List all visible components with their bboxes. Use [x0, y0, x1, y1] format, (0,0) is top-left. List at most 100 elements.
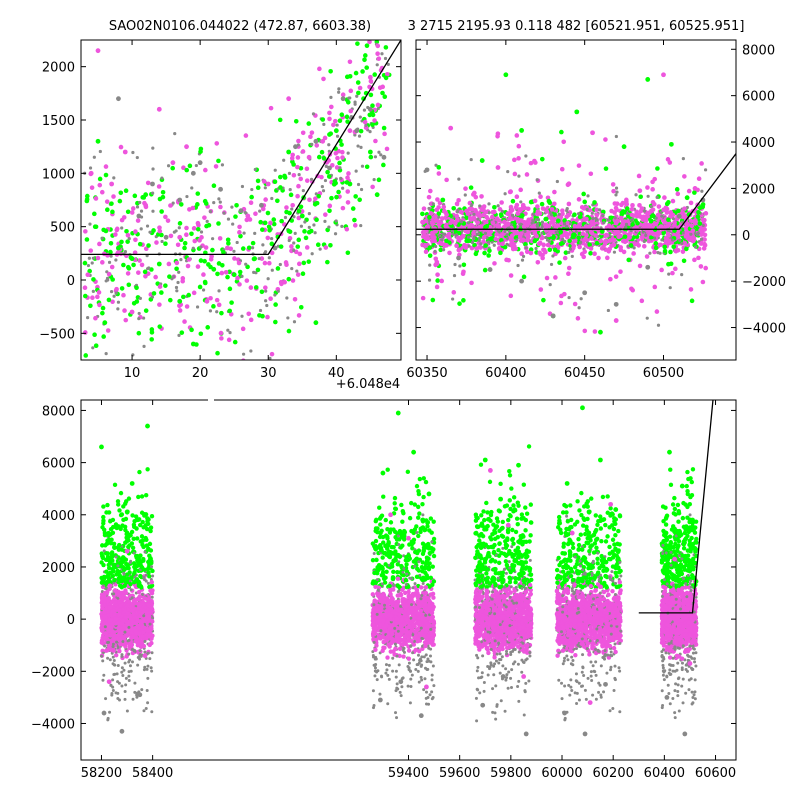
x-tick-label: 60500	[643, 366, 684, 381]
data-point-gray	[150, 181, 155, 187]
y-tick-label: 6000	[42, 457, 75, 472]
data-point-gray	[676, 213, 682, 219]
data-point-green	[503, 72, 509, 78]
data-point-magenta	[424, 684, 429, 690]
panel-bottom: 58200 58400 59400 59600 59800 60000 60200 60400…	[31, 398, 737, 781]
x-tick-label: 59600	[439, 766, 480, 781]
data-point-gray	[500, 674, 506, 679]
data-point-gray	[381, 154, 387, 160]
y-tick-label: 6000	[742, 90, 775, 105]
data-point-magenta	[286, 96, 292, 102]
y-tick-label: 4000	[42, 509, 75, 524]
data-point-magenta	[613, 318, 619, 323]
data-point-green	[252, 256, 258, 262]
data-point-magenta	[122, 149, 128, 155]
data-point-magenta	[265, 181, 271, 187]
y-tick-label: 4000	[742, 136, 775, 151]
data-point-gray	[487, 267, 493, 272]
data-point-magenta	[224, 245, 230, 251]
data-point-magenta	[566, 181, 572, 187]
series-green	[99, 405, 695, 531]
data-point-magenta	[245, 213, 251, 219]
data-point-green	[156, 261, 162, 267]
data-point-magenta	[587, 700, 593, 706]
data-point-magenta	[505, 522, 511, 528]
data-point-green	[598, 329, 603, 335]
data-point-magenta	[487, 468, 493, 473]
data-point-green	[482, 457, 488, 463]
data-point-gray	[259, 202, 264, 208]
data-point-green	[645, 77, 651, 82]
y-tick-label: 500	[50, 221, 75, 236]
data-point-magenta	[471, 190, 477, 196]
data-point-gray	[313, 138, 319, 144]
data-point-gray	[136, 213, 142, 219]
x-tick-label: 59400	[388, 766, 429, 781]
data-point-magenta	[608, 501, 614, 507]
data-point-magenta	[637, 188, 643, 194]
data-point-green	[143, 192, 149, 198]
model-line	[638, 400, 714, 614]
data-point-green	[684, 195, 690, 201]
data-point-green	[426, 491, 432, 497]
data-point-green	[580, 405, 585, 411]
y-tick-label: −4000	[31, 717, 75, 732]
data-point-green	[440, 197, 446, 203]
data-point-green	[211, 266, 217, 272]
x-offset-label: +6.048e4	[336, 377, 400, 392]
x-tick-label: 58200	[81, 766, 122, 781]
data-point-gray	[603, 681, 608, 687]
title-right: 3 2715 2195.93 0.118 482 [60521.951, 605…	[408, 19, 745, 34]
y-tick-label: 8000	[742, 43, 775, 58]
y-tick-label: −4000	[742, 322, 786, 337]
data-point-magenta	[672, 556, 677, 562]
data-point-gray	[480, 702, 486, 708]
data-point-green	[574, 109, 580, 115]
data-point-green	[145, 423, 150, 429]
data-point-magenta	[590, 130, 595, 136]
y-tick-label: 2000	[42, 61, 75, 76]
data-point-green	[129, 481, 135, 486]
data-point-magenta	[177, 234, 183, 240]
axes-frame	[415, 39, 737, 361]
data-point-magenta	[521, 674, 527, 679]
data-point-gray	[190, 170, 196, 176]
data-point-magenta	[306, 154, 312, 160]
data-point-green	[690, 517, 695, 523]
series-gray	[424, 167, 706, 319]
data-point-gray	[218, 186, 223, 192]
data-point-green	[231, 272, 237, 278]
data-point-magenta	[143, 202, 149, 208]
point-cloud	[99, 444, 699, 723]
y-tick-label: 1000	[42, 167, 75, 182]
x-tick-label: 60450	[564, 366, 605, 381]
data-point-green	[395, 410, 401, 416]
data-point-magenta	[388, 512, 393, 518]
y-tick-label: 2000	[42, 561, 75, 576]
data-point-gray	[519, 278, 525, 284]
y-tick-label: 8000	[42, 404, 75, 419]
data-point-green	[286, 149, 292, 155]
data-point-gray	[163, 234, 169, 240]
x-tick-label: 30	[260, 366, 277, 381]
data-point-magenta	[569, 530, 575, 536]
data-point-gray	[327, 165, 332, 171]
data-point-magenta	[204, 298, 210, 304]
data-point-green	[519, 128, 525, 133]
data-point-gray	[398, 679, 404, 685]
plot-area	[81, 40, 401, 360]
data-point-magenta	[142, 653, 148, 659]
data-point-gray	[116, 96, 121, 102]
data-point-green	[333, 128, 339, 134]
data-point-green	[129, 256, 135, 262]
data-point-gray	[197, 160, 203, 166]
data-point-magenta	[367, 74, 373, 80]
x-tick-label: 60400	[485, 366, 526, 381]
data-point-gray	[682, 731, 688, 737]
series-gray	[101, 674, 688, 737]
data-point-gray	[238, 208, 244, 214]
data-point-magenta	[495, 165, 501, 170]
panel-top-left: 10 20 30 40 −500 0 500 1000 1500 2000	[39, 39, 402, 381]
y-tick-label: −2000	[31, 665, 75, 680]
data-point-green	[374, 192, 380, 198]
